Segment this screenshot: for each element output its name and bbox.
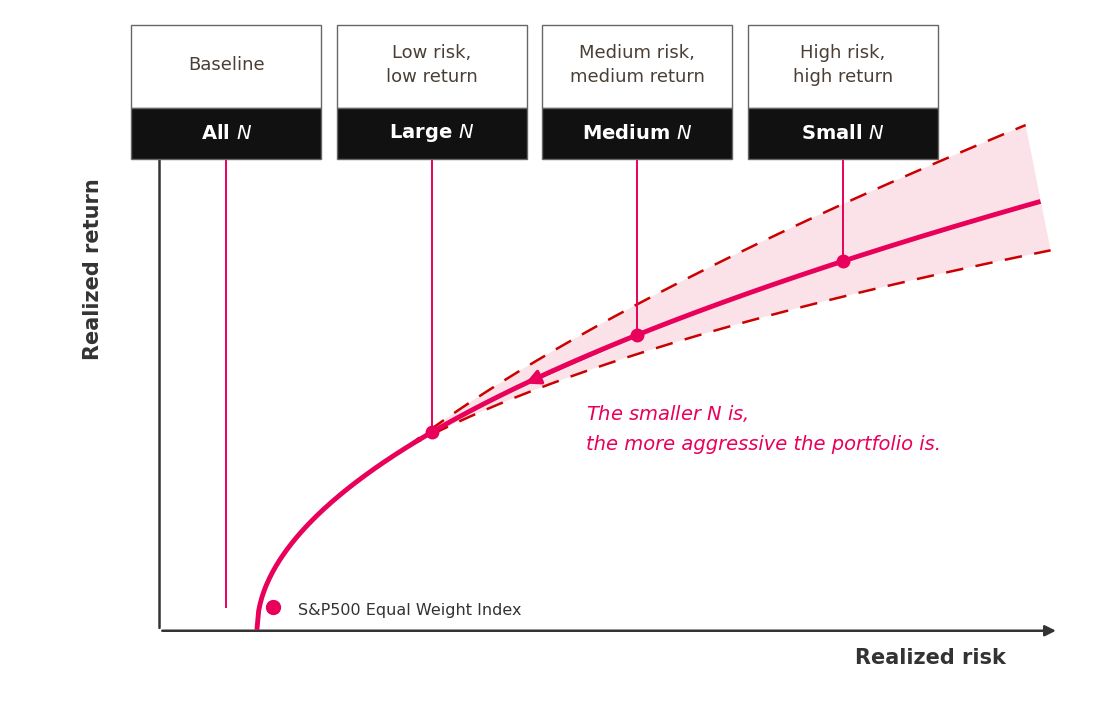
Polygon shape [405, 125, 1051, 448]
Bar [337, 108, 527, 159]
Bar [337, 25, 527, 108]
Bar [748, 108, 938, 159]
Bar [132, 25, 322, 108]
Text: High risk,
high return: High risk, high return [793, 44, 892, 86]
Bar [748, 25, 938, 108]
Text: Small $\mathit{N}$: Small $\mathit{N}$ [801, 124, 885, 143]
Text: Large $\mathit{N}$: Large $\mathit{N}$ [389, 122, 475, 144]
Text: Medium risk,
medium return: Medium risk, medium return [570, 44, 705, 86]
Text: Baseline: Baseline [188, 56, 265, 74]
Text: Medium $\mathit{N}$: Medium $\mathit{N}$ [582, 124, 693, 143]
Text: Realized risk: Realized risk [855, 648, 1005, 668]
Text: All $\mathit{N}$: All $\mathit{N}$ [201, 124, 252, 143]
Text: The smaller $\mathit{N}$ is,
the more aggressive the portfolio is.: The smaller $\mathit{N}$ is, the more ag… [586, 403, 941, 454]
Text: S&P500 Equal Weight Index: S&P500 Equal Weight Index [298, 603, 522, 618]
Bar [132, 108, 322, 159]
Bar [543, 108, 733, 159]
Bar [543, 25, 733, 108]
Text: Low risk,
low return: Low risk, low return [386, 44, 478, 86]
Text: Realized return: Realized return [83, 178, 103, 360]
